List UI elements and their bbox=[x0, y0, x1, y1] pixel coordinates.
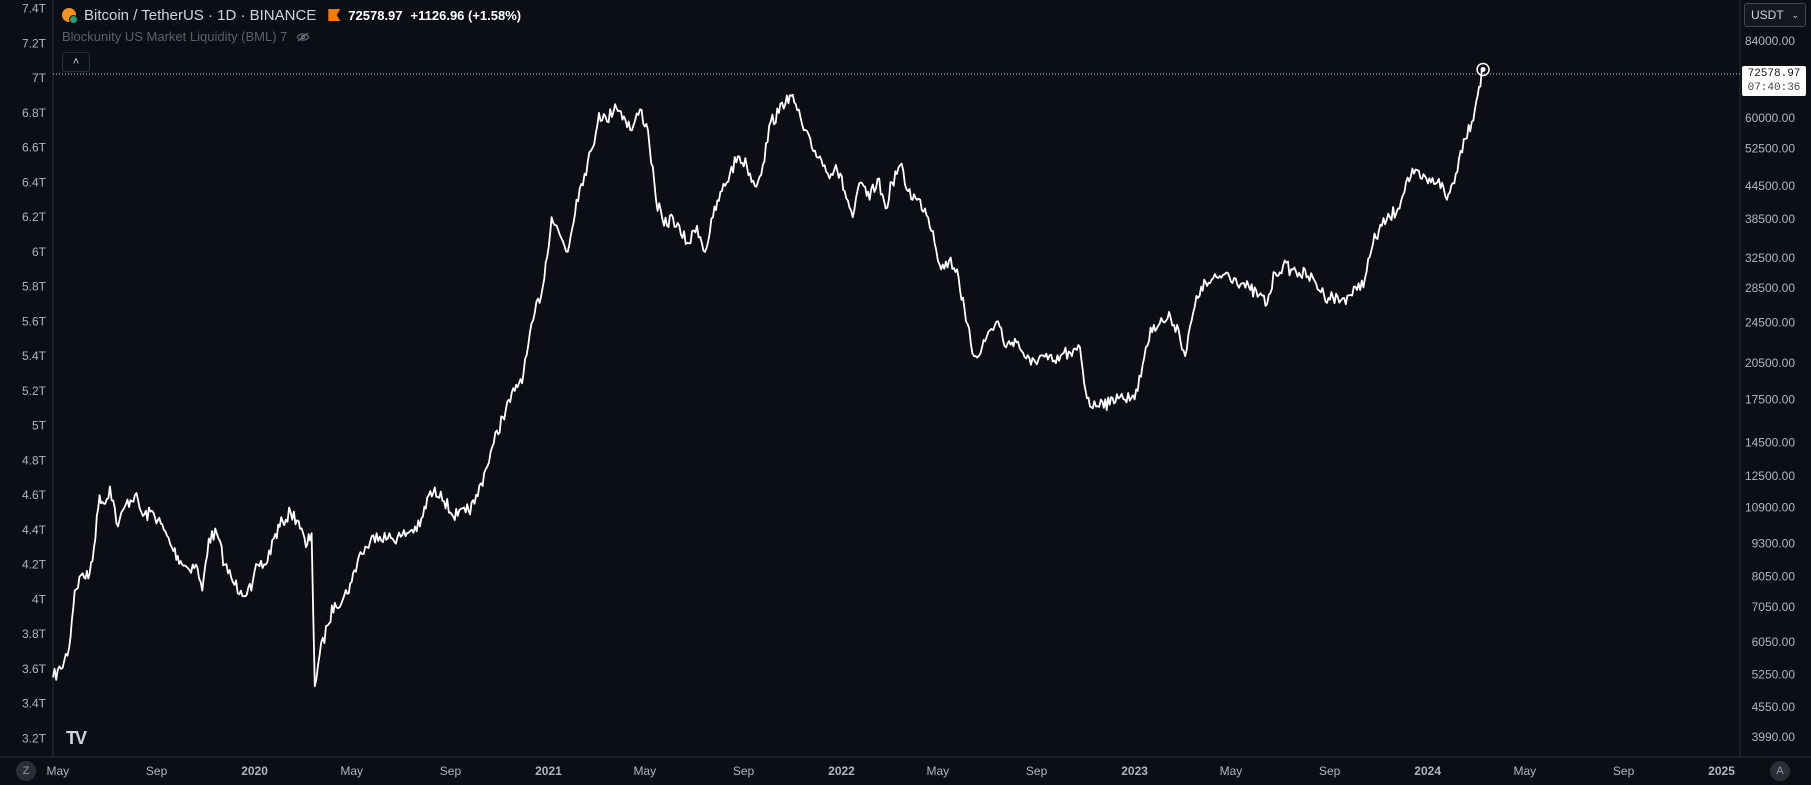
left-axis-tick-label: 3.2T bbox=[22, 731, 47, 745]
right-axis-tick-label: 4550.00 bbox=[1752, 700, 1796, 714]
left-axis-tick-label: 4.2T bbox=[22, 558, 47, 572]
time-axis-tick-label: Sep bbox=[1613, 764, 1635, 778]
currency-label: USDT bbox=[1751, 8, 1784, 22]
right-axis-tick-label: 24500.00 bbox=[1745, 315, 1795, 329]
right-axis-tick-label: 44500.00 bbox=[1745, 179, 1795, 193]
symbol-header: Bitcoin / TetherUS · 1D · BINANCE 72578.… bbox=[62, 4, 521, 26]
left-axis-tick-label: 6.2T bbox=[22, 210, 47, 224]
right-axis-tick-label: 5250.00 bbox=[1752, 667, 1796, 681]
left-axis-tick-label: 3.6T bbox=[22, 662, 47, 676]
right-axis-tick-label: 20500.00 bbox=[1745, 356, 1795, 370]
indicator-legend[interactable]: Blockunity US Market Liquidity (BML) 7 bbox=[62, 29, 311, 44]
time-axis-tick-label: Sep bbox=[1026, 764, 1048, 778]
time-axis-tick-label: May bbox=[1513, 764, 1536, 778]
left-axis-tick-label: 4T bbox=[32, 592, 47, 606]
time-axis-tick-label: May bbox=[340, 764, 363, 778]
time-axis-tick-label: Sep bbox=[146, 764, 168, 778]
right-axis-tick-label: 10900.00 bbox=[1745, 500, 1795, 514]
time-axis-tick-label: Sep bbox=[733, 764, 755, 778]
time-axis-tick-label: 2025 bbox=[1708, 764, 1735, 778]
left-axis-tick-label: 6T bbox=[32, 245, 47, 259]
right-axis-tick-label: 6050.00 bbox=[1752, 635, 1796, 649]
tradingview-logo[interactable]: TV bbox=[66, 728, 87, 748]
left-axis-tick-label: 7.2T bbox=[22, 36, 47, 50]
left-axis-tick-label: 5.8T bbox=[22, 280, 47, 294]
left-axis-tick-label: 4.4T bbox=[22, 523, 47, 537]
indicator-label: Blockunity US Market Liquidity (BML) 7 bbox=[62, 29, 288, 44]
last-value-dot bbox=[1480, 66, 1486, 72]
left-axis-tick-label: 7T bbox=[32, 71, 47, 85]
left-axis-tick-label: 4.8T bbox=[22, 453, 47, 467]
eye-hidden-icon[interactable] bbox=[295, 31, 311, 42]
last-price-label: 72578.97 07:40:36 bbox=[1742, 66, 1806, 96]
time-axis-tick-label: 2020 bbox=[241, 764, 268, 778]
left-axis-tick-label: 3.8T bbox=[22, 627, 47, 641]
time-axis-tick-label: May bbox=[927, 764, 950, 778]
time-axis-tick-label: May bbox=[633, 764, 656, 778]
left-axis-tick-label: 5T bbox=[32, 419, 47, 433]
last-value-marker bbox=[1476, 62, 1490, 77]
right-axis-tick-label: 38500.00 bbox=[1745, 212, 1795, 226]
time-axis-tick-label: May bbox=[1220, 764, 1243, 778]
left-axis-tick-label: 6.8T bbox=[22, 106, 47, 120]
right-axis-tick-label: 8050.00 bbox=[1752, 570, 1796, 584]
left-axis-tick-label: 5.6T bbox=[22, 314, 47, 328]
time-axis-tick-label: 2024 bbox=[1414, 764, 1441, 778]
left-axis-tick-label: 6.6T bbox=[22, 141, 47, 155]
left-axis-tick-label: 3.4T bbox=[22, 697, 47, 711]
left-axis-tick-label: 5.4T bbox=[22, 349, 47, 363]
left-axis-tick-label: 7.4T bbox=[22, 2, 47, 16]
right-axis-tick-label: 60000.00 bbox=[1745, 111, 1795, 125]
time-axis-tick-label: 2023 bbox=[1121, 764, 1148, 778]
flag-icon[interactable] bbox=[328, 9, 341, 21]
bitcoin-tether-icon bbox=[62, 8, 78, 24]
time-axis-tick-label: Sep bbox=[440, 764, 462, 778]
right-axis-tick-label: 3990.00 bbox=[1752, 730, 1796, 744]
price-change: +1126.96 (+1.58%) bbox=[410, 7, 522, 23]
auto-scale-button[interactable]: A bbox=[1770, 761, 1790, 781]
right-axis-tick-label: 14500.00 bbox=[1745, 435, 1795, 449]
right-axis-tick-label: 32500.00 bbox=[1745, 251, 1795, 265]
right-axis-tick-label: 17500.00 bbox=[1745, 392, 1795, 406]
last-price: 72578.97 bbox=[348, 7, 403, 23]
symbol-title[interactable]: Bitcoin / TetherUS · 1D · BINANCE bbox=[84, 6, 317, 24]
right-axis-tick-label: 7050.00 bbox=[1752, 600, 1796, 614]
time-axis-tick-label: 2022 bbox=[828, 764, 855, 778]
collapse-legend-button[interactable]: ˄ bbox=[62, 52, 90, 72]
time-axis-tick-label: May bbox=[46, 764, 69, 778]
left-axis-tick-label: 5.2T bbox=[22, 384, 47, 398]
time-axis-tick-label: Sep bbox=[1319, 764, 1341, 778]
last-price-label-value: 72578.97 bbox=[1747, 68, 1801, 80]
left-axis-tick-label: 6.4T bbox=[22, 175, 47, 189]
liquidity-series-line bbox=[52, 68, 1484, 688]
currency-selector[interactable]: USDT ⌄ bbox=[1744, 3, 1806, 27]
left-axis-tick-label: 4.6T bbox=[22, 488, 47, 502]
right-axis-tick-label: 28500.00 bbox=[1745, 281, 1795, 295]
time-axis-tick-label: 2021 bbox=[535, 764, 562, 778]
bar-countdown: 07:40:36 bbox=[1747, 82, 1801, 94]
right-axis-tick-label: 12500.00 bbox=[1745, 469, 1795, 483]
chevron-down-icon: ⌄ bbox=[1791, 9, 1799, 20]
right-axis-tick-label: 84000.00 bbox=[1745, 34, 1795, 48]
right-axis-tick-label: 52500.00 bbox=[1745, 141, 1795, 155]
right-axis-tick-label: 9300.00 bbox=[1752, 537, 1796, 551]
zoom-left-button[interactable]: Z bbox=[16, 761, 36, 781]
